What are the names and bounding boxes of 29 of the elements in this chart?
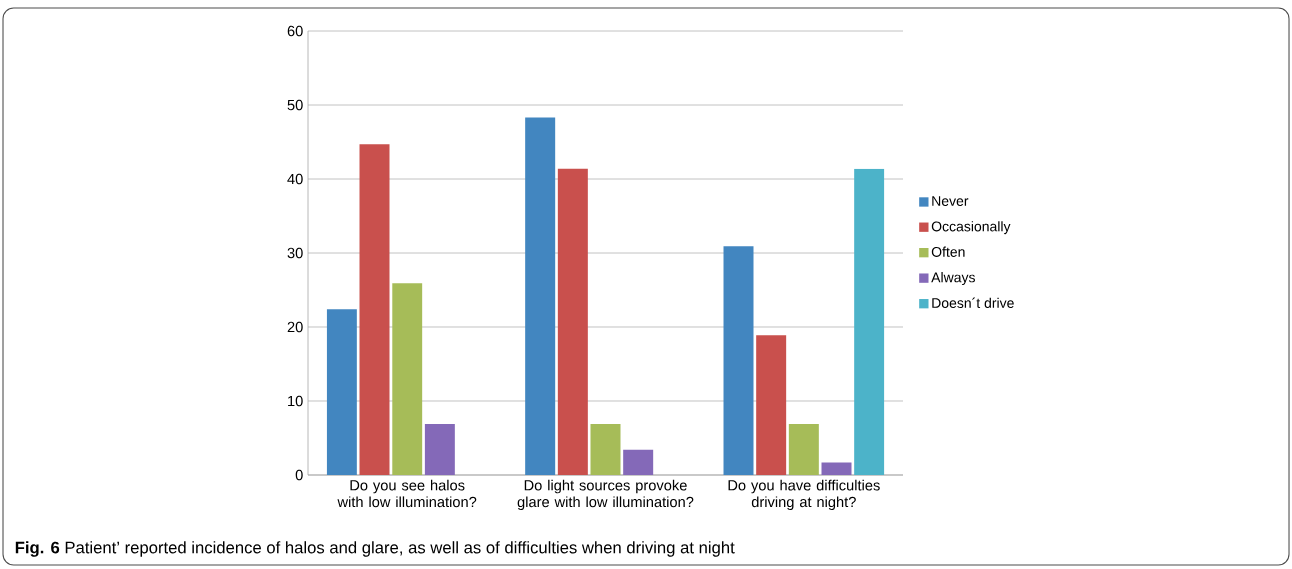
bar — [821, 462, 852, 475]
y-tick-label: 0 — [295, 469, 303, 481]
y-tick-label: 10 — [288, 395, 303, 407]
bar — [590, 423, 621, 475]
x-tick-label: Do light sources provoke glare with low illumination? — [517, 479, 694, 511]
bar — [788, 423, 819, 475]
bar — [756, 335, 787, 475]
bar — [854, 168, 885, 475]
y-tick-label: 30 — [287, 247, 303, 259]
bar — [326, 309, 357, 475]
bar — [623, 449, 654, 475]
y-tick-label: 60 — [287, 25, 303, 37]
bar — [359, 144, 390, 475]
legend-label: Never — [932, 196, 969, 206]
y-tick-label: 20 — [287, 321, 303, 333]
bar — [557, 168, 588, 475]
legend-label: Often — [931, 246, 965, 257]
bar — [723, 246, 754, 475]
y-tick-label: 50 — [287, 99, 303, 111]
legend-label: Doesn´t drive — [932, 297, 1014, 308]
x-tick-label: Do you see halos with low illumination? — [337, 479, 477, 508]
bar — [424, 423, 455, 475]
text: Fig. 6 Patient’ reported incidence of halos and glare, as well as of difficulties when driving at night — [15, 541, 735, 557]
y-tick-label: 40 — [287, 173, 303, 185]
legend-label: Always — [931, 272, 975, 286]
legend-label: Occasionally — [931, 221, 1011, 235]
bar — [525, 117, 556, 475]
x-tick-label: Do you have difficulties driving at night? — [728, 479, 880, 511]
bar — [392, 283, 423, 475]
